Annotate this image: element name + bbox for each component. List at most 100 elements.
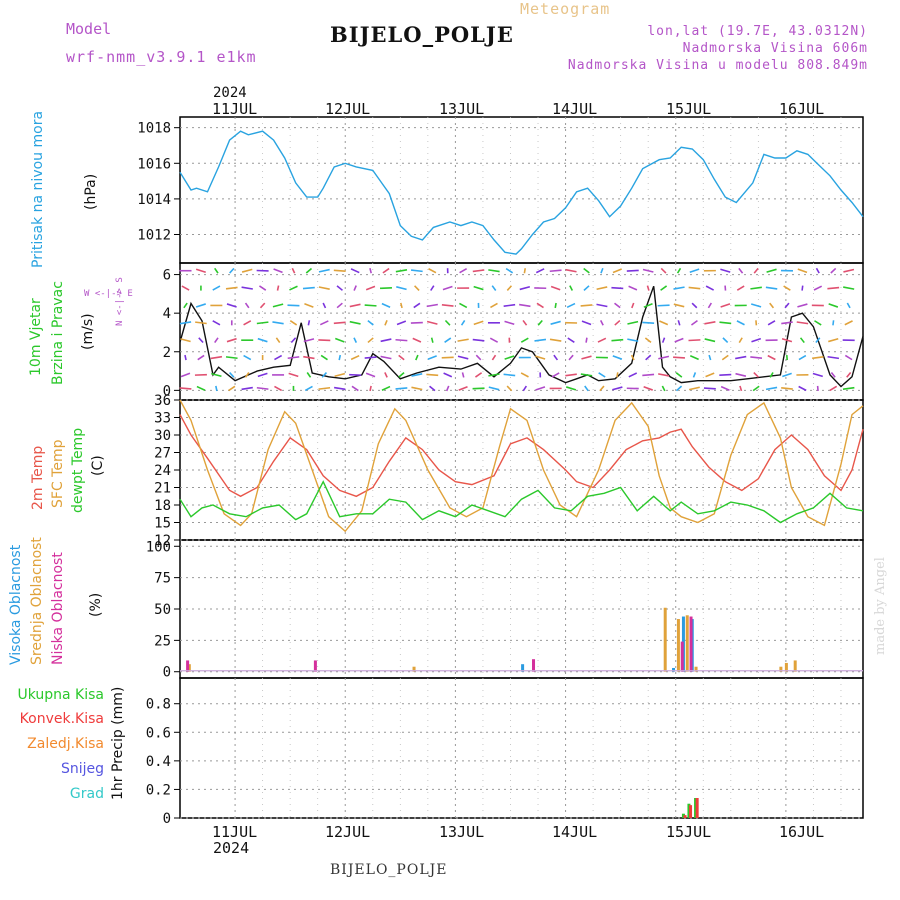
wind-arrow	[799, 337, 805, 344]
wind-arrow	[522, 319, 528, 326]
wind-arrow	[179, 321, 192, 325]
wind-arrow	[473, 320, 484, 326]
wind-arrow	[334, 386, 346, 391]
wind-arrow	[643, 302, 653, 308]
wind-arrow	[307, 320, 311, 326]
wind-arrow	[291, 267, 296, 274]
wind-arrow	[241, 268, 253, 273]
wind-arrow	[256, 321, 269, 325]
wind-arrow	[382, 267, 390, 274]
wind-arrow	[688, 286, 701, 290]
wind-arrow	[707, 302, 713, 309]
wind-arrow	[781, 337, 793, 343]
wind-arrow	[549, 338, 562, 342]
wind-arrow	[708, 354, 712, 361]
wind-arrow	[457, 338, 469, 342]
wind-arrow	[472, 387, 485, 390]
wind-arrow	[830, 372, 836, 378]
wind-arrow	[568, 354, 574, 361]
wind-arrow	[550, 320, 561, 325]
wind-arrow	[214, 267, 219, 274]
wind-arrow	[215, 385, 218, 392]
wind-arrow	[690, 320, 698, 326]
y-tick-label: 6	[163, 268, 171, 284]
wind-arrow	[797, 268, 808, 274]
wind-arrow	[212, 320, 221, 326]
wind-arrow	[320, 354, 328, 361]
temp-sfc-label: SFC Temp	[50, 439, 66, 508]
wind-arrow	[689, 268, 700, 274]
wind-arrow	[198, 337, 204, 344]
wind-arrow	[752, 385, 760, 392]
wind-arrow	[395, 387, 408, 390]
bar-mark	[685, 615, 689, 672]
pressure-unit: (hPa)	[83, 173, 99, 210]
wind-arrow	[272, 321, 284, 325]
wind-arrow	[829, 385, 838, 392]
wind-arrow	[751, 303, 762, 308]
y-tick-label: 4	[163, 306, 171, 322]
y-tick-label: 18	[154, 498, 171, 514]
wind-arrow	[381, 385, 391, 392]
wind-arrow	[180, 338, 191, 343]
compass-ew-label: W <-|-> E	[84, 289, 133, 299]
wind-unit: (m/s)	[80, 313, 96, 350]
wind-arrow	[784, 302, 790, 309]
wind-arrow	[614, 319, 621, 326]
wind-arrow	[738, 267, 744, 274]
wind-arrow	[611, 286, 624, 290]
wind-arrow	[444, 319, 451, 326]
wind-arrow	[721, 354, 729, 361]
y-tick-label: 0.4	[146, 754, 171, 770]
temp-2m-label: 2m Temp	[30, 445, 46, 510]
wind-arrow	[333, 321, 346, 325]
wind-arrow	[304, 303, 314, 308]
wind-arrow	[599, 385, 605, 392]
y-tick-label: 75	[154, 571, 171, 587]
day-label-bottom: 12JUL	[325, 823, 371, 841]
wind-arrow	[642, 373, 655, 377]
wind-arrow	[565, 268, 577, 273]
wind-arrow	[365, 372, 376, 378]
y-tick-label: 12	[154, 533, 171, 549]
series-line	[179, 480, 864, 524]
wind-arrow	[229, 267, 235, 274]
station-coordinates: lon,lat (19.7E, 43.0312N)	[647, 24, 868, 39]
wind-arrow	[318, 386, 331, 390]
bar-mark	[694, 666, 698, 672]
wind-arrow	[442, 285, 453, 291]
series-line	[179, 130, 864, 255]
wind-arrow	[505, 267, 514, 274]
wind-arrow	[334, 337, 345, 343]
station-elevation: Nadmorska Visina 606m	[682, 41, 868, 56]
wind-arrow	[395, 338, 408, 342]
wind-arrow	[827, 286, 840, 290]
wind-arrow	[519, 303, 531, 308]
wind-arrow	[181, 285, 190, 291]
bar-mark	[784, 662, 788, 672]
wind-arrow	[413, 302, 421, 309]
wind-arrow	[256, 386, 269, 390]
wind-arrow	[180, 372, 191, 378]
bar-mark	[313, 660, 317, 672]
y-tick-label: 30	[154, 428, 171, 444]
wind-arrow	[410, 269, 423, 273]
wind-arrow	[364, 356, 377, 359]
model-version: wrf-nmm_v3.9.1 e1km	[66, 48, 257, 66]
wind-arrow	[459, 302, 468, 309]
wind-arrow	[472, 269, 485, 273]
y-tick-label: 1016	[137, 156, 171, 172]
wind-arrow	[210, 355, 223, 360]
wind-arrow	[643, 386, 653, 391]
wind-arrow	[599, 320, 604, 326]
wind-arrow	[441, 356, 454, 359]
wind-arrow	[765, 286, 778, 290]
wind-arrow	[290, 337, 297, 344]
wind-arrow	[688, 339, 701, 342]
compass-ns-label: N <-|-> S	[115, 277, 125, 326]
temp-unit: (C)	[90, 455, 106, 476]
bar-mark	[681, 813, 685, 818]
wind-arrow	[569, 285, 574, 291]
wind-arrow	[660, 285, 668, 291]
wind-arrow	[567, 337, 575, 343]
